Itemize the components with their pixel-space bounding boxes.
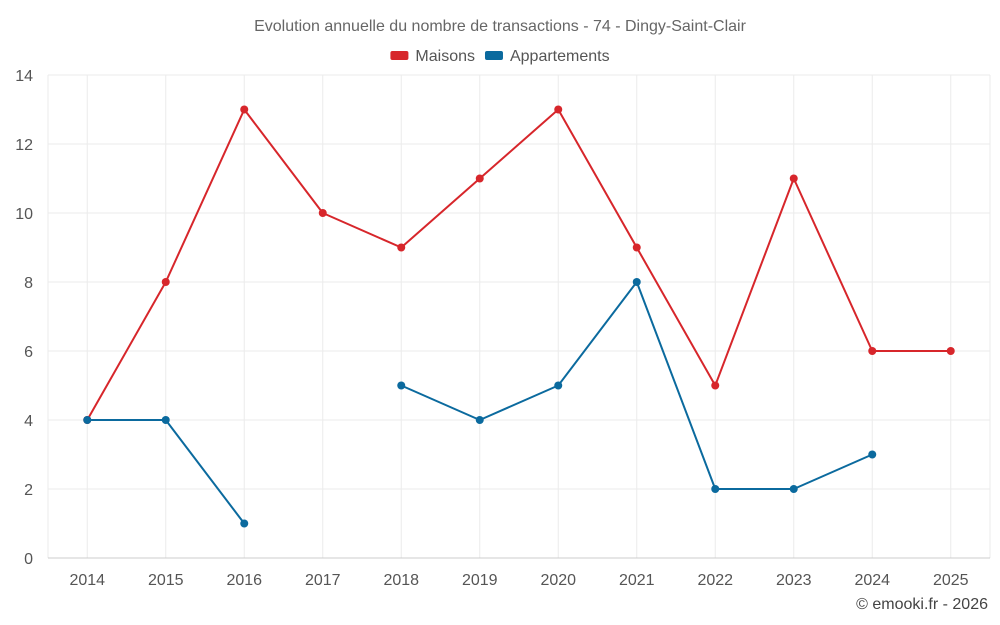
data-point-maisons[interactable] (240, 105, 249, 114)
legend: Maisons Appartements (390, 48, 610, 65)
y-axis: 0 2 4 6 8 10 12 14 (15, 68, 33, 568)
data-point-maisons[interactable] (946, 347, 955, 355)
data-point-maisons[interactable] (789, 174, 798, 183)
x-tick-label: 2016 (226, 572, 262, 589)
legend-swatch (390, 51, 409, 60)
y-tick-label: 2 (24, 482, 33, 499)
x-tick-label: 2021 (619, 572, 655, 589)
data-point-maisons[interactable] (318, 209, 327, 217)
legend-item-maisons[interactable]: Maisons (390, 48, 475, 65)
y-tick-label: 10 (15, 206, 33, 223)
data-point-appartements[interactable] (789, 485, 798, 493)
data-point-appartements[interactable] (554, 381, 563, 390)
data-point-maisons[interactable] (554, 105, 563, 114)
x-tick-label: 2017 (305, 572, 341, 589)
x-tick-label: 2014 (69, 572, 105, 589)
y-tick-label: 0 (24, 551, 33, 568)
series-maisons (83, 105, 955, 424)
data-point-appartements[interactable] (711, 485, 720, 493)
x-tick-label: 2025 (933, 572, 969, 589)
x-axis: 2014 2015 2016 2017 2018 2019 2020 2021 2022 2023… (69, 572, 968, 589)
data-point-maisons[interactable] (397, 243, 406, 252)
data-point-appartements[interactable] (868, 450, 877, 459)
legend-label: Maisons (415, 48, 475, 65)
grid-lines (47, 74, 991, 559)
legend-swatch (484, 51, 503, 60)
series-appartements (83, 278, 877, 528)
data-point-maisons[interactable] (711, 381, 720, 390)
data-point-appartements[interactable] (240, 519, 249, 528)
y-tick-label: 6 (24, 344, 33, 361)
x-tick-label: 2019 (462, 572, 498, 589)
data-point-maisons[interactable] (475, 174, 484, 183)
data-point-maisons[interactable] (868, 347, 877, 355)
credit-text: © emooki.fr - 2026 (856, 596, 988, 613)
y-tick-label: 8 (24, 275, 33, 292)
x-tick-label: 2022 (697, 572, 733, 589)
data-point-appartements[interactable] (475, 416, 484, 424)
data-point-appartements[interactable] (161, 416, 170, 424)
data-point-maisons[interactable] (632, 243, 641, 252)
data-point-appartements[interactable] (83, 416, 92, 424)
x-tick-label: 2023 (776, 572, 812, 589)
y-tick-label: 12 (15, 137, 33, 154)
x-tick-label: 2020 (540, 572, 576, 589)
chart-title: Evolution annuelle du nombre de transact… (254, 18, 746, 35)
series-line-maisons (86, 108, 951, 421)
y-tick-label: 4 (24, 413, 33, 430)
data-point-appartements[interactable] (397, 381, 406, 390)
x-tick-label: 2024 (854, 572, 890, 589)
data-point-maisons[interactable] (161, 278, 170, 286)
x-tick-label: 2015 (148, 572, 184, 589)
series-layer (83, 105, 955, 528)
legend-item-appartements[interactable]: Appartements (484, 48, 610, 65)
data-point-appartements[interactable] (632, 278, 641, 286)
x-tick-label: 2018 (383, 572, 419, 589)
y-tick-label: 14 (15, 68, 33, 85)
legend-label: Appartements (510, 48, 610, 65)
